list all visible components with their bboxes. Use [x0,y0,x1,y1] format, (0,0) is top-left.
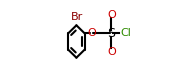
Text: Cl: Cl [121,28,132,38]
Text: S: S [107,27,115,40]
Text: O: O [87,28,96,38]
Text: O: O [107,47,116,57]
Text: O: O [107,10,116,20]
Text: Br: Br [71,12,83,22]
